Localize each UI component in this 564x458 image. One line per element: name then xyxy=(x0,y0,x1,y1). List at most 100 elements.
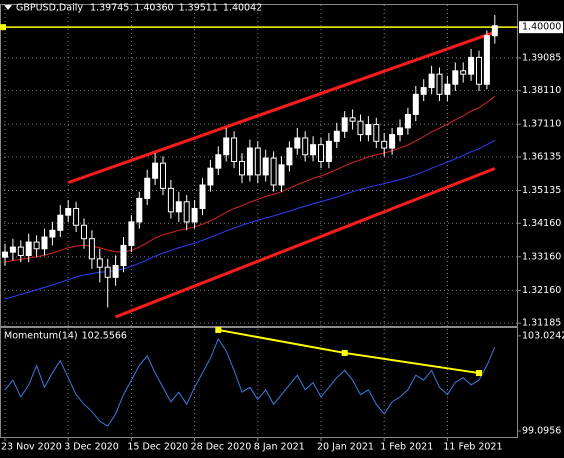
x-tick-label: 23 Nov 2020 xyxy=(1,442,62,453)
candle-body xyxy=(183,201,190,223)
candle-body xyxy=(468,56,475,75)
candle-body xyxy=(81,224,87,240)
candle-body xyxy=(17,246,24,256)
y-tick-label: 99.0956 xyxy=(522,426,561,437)
candle-body xyxy=(254,147,261,176)
y-tick-label: 1.35135 xyxy=(522,185,561,196)
y-tick-label: 103.0242 xyxy=(522,330,564,341)
level-label: 1.40000 xyxy=(522,22,561,33)
candle-body xyxy=(175,201,182,213)
indicator-value: 102.5566 xyxy=(82,331,127,342)
candle-body xyxy=(460,70,467,75)
candle-body xyxy=(436,73,443,95)
header-value: 1.40360 xyxy=(134,3,173,14)
candle-body xyxy=(476,56,482,85)
x-tick-label: 3 Dec 2020 xyxy=(64,442,119,453)
x-tick-label: 20 Jan 2021 xyxy=(317,442,374,453)
candle-body xyxy=(365,124,372,136)
candle-body xyxy=(128,221,135,246)
x-tick-label: 11 Feb 2021 xyxy=(443,442,502,453)
header-value: 1.40042 xyxy=(223,3,262,14)
trendline-point xyxy=(341,349,348,356)
candle-body xyxy=(302,137,309,156)
candle-body xyxy=(215,154,222,169)
candle-body xyxy=(160,162,166,189)
candle-body xyxy=(167,187,174,213)
candle-body xyxy=(199,184,206,209)
candle-body xyxy=(88,238,95,260)
price-panel xyxy=(0,4,518,327)
y-tick-label: 1.31185 xyxy=(522,318,561,329)
candle-body xyxy=(41,236,48,250)
candle-body xyxy=(491,25,498,37)
chart-title: GBPUSD,Daily xyxy=(16,3,83,14)
candle-body xyxy=(57,214,64,231)
candle-body xyxy=(33,241,40,250)
x-tick-label: 15 Dec 2020 xyxy=(127,442,188,453)
candle-body xyxy=(325,140,332,162)
header-value: 1.39745 xyxy=(90,3,129,14)
candle-body xyxy=(428,73,435,89)
x-tick-label: 1 Feb 2021 xyxy=(380,442,433,453)
candle-body xyxy=(239,160,245,176)
candle-body xyxy=(73,207,80,226)
level-label-box xyxy=(519,21,563,34)
candle-body xyxy=(112,265,119,278)
candle-body xyxy=(207,167,214,186)
trendline-point xyxy=(215,326,222,333)
candle-body xyxy=(341,117,348,132)
y-tick-label: 1.39085 xyxy=(522,52,561,63)
candle-body xyxy=(349,117,356,122)
y-tick-label: 1.38110 xyxy=(522,85,561,96)
candle-body xyxy=(246,147,253,176)
y-tick-label: 1.34160 xyxy=(522,218,561,229)
candle-body xyxy=(144,177,151,199)
x-tick-label: 28 Dec 2020 xyxy=(191,442,252,453)
candle-body xyxy=(381,140,388,149)
momentum-panel xyxy=(0,327,518,438)
candle-body xyxy=(444,83,451,95)
candle-body xyxy=(333,130,340,142)
candle-body xyxy=(318,144,324,162)
candle-body xyxy=(262,157,269,176)
candle-body xyxy=(294,137,301,149)
candle-body xyxy=(420,87,427,95)
candle-body xyxy=(231,137,238,162)
candle-body xyxy=(136,197,143,223)
candle-body xyxy=(357,120,364,136)
candle-body xyxy=(389,134,396,149)
moving-average xyxy=(4,139,496,300)
candle-body xyxy=(452,70,459,85)
y-tick-label: 1.33160 xyxy=(522,251,561,262)
y-tick-label: 1.36135 xyxy=(522,151,561,162)
level-marker xyxy=(0,24,6,31)
candle-body xyxy=(286,147,293,166)
candle-body xyxy=(373,124,380,142)
candle-body xyxy=(65,207,72,216)
candle-body xyxy=(49,229,56,238)
candle-body xyxy=(104,266,111,278)
candle-body xyxy=(310,144,317,156)
candle-body xyxy=(270,157,277,186)
candle-body xyxy=(9,246,16,253)
candle-body xyxy=(191,207,198,223)
candle-body xyxy=(2,251,8,258)
candle-body xyxy=(223,137,230,156)
candle-body xyxy=(96,258,103,268)
momentum-line xyxy=(4,337,496,427)
trendline xyxy=(115,167,496,319)
y-tick-label: 1.37110 xyxy=(522,119,561,130)
candle-body xyxy=(278,164,285,186)
candle-body xyxy=(412,93,419,115)
menu-triangle xyxy=(4,5,12,10)
x-tick-label: 8 Jan 2021 xyxy=(254,442,305,453)
header-value: 1.39511 xyxy=(179,3,218,14)
moving-average xyxy=(4,95,496,263)
trendline-point xyxy=(476,370,482,377)
candle-body xyxy=(152,162,159,179)
indicator-title: Momentum(14) xyxy=(4,331,78,342)
candle-body xyxy=(120,244,127,267)
y-tick-label: 1.32160 xyxy=(522,285,561,296)
candle-body xyxy=(483,35,490,85)
